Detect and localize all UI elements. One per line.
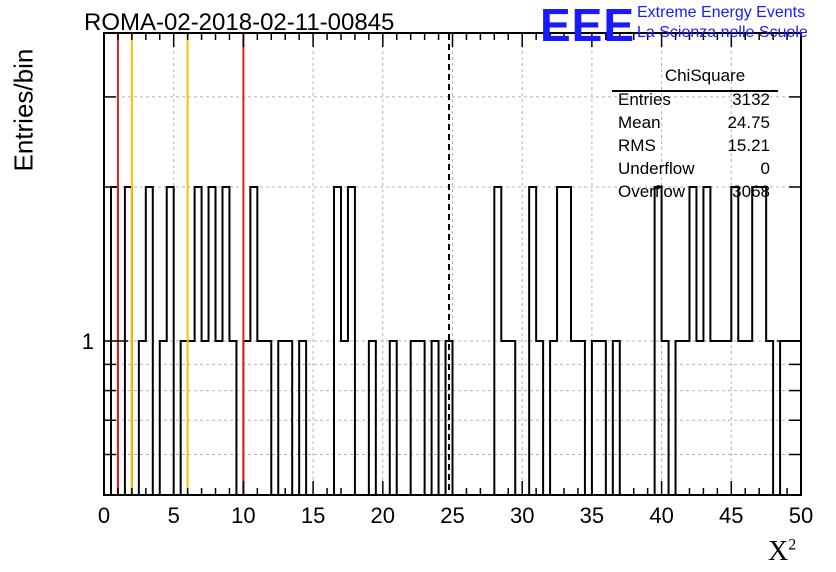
x-tick-label: 45	[719, 503, 743, 528]
x-tick-label: 20	[371, 503, 395, 528]
x-tick-label: 25	[440, 503, 464, 528]
stats-label: Overflow	[618, 182, 686, 201]
stats-row-underflow: Underflow 0	[612, 159, 790, 182]
stats-label: Entries	[618, 90, 671, 109]
x-tick-label: 0	[98, 503, 110, 528]
stats-label: RMS	[618, 136, 656, 155]
x-axis-label: X2	[768, 536, 796, 568]
x-tick-label: 40	[649, 503, 673, 528]
stats-value: 0	[760, 159, 770, 178]
y-axis-label: Entries/bin	[8, 48, 39, 172]
stats-value: 24.75	[727, 113, 770, 132]
stats-row-mean: Mean 24.75	[612, 113, 790, 136]
stats-row-overflow: Overflow 3068	[612, 182, 790, 205]
x-tick-label: 15	[301, 503, 325, 528]
chart-title: ROMA-02-2018-02-11-00845	[84, 9, 395, 36]
x-tick-label: 5	[168, 503, 180, 528]
logo-subtitle-line1: Extreme Energy Events	[637, 4, 806, 21]
stats-row-entries: Entries 3132	[612, 90, 790, 113]
stats-title-underline	[612, 90, 778, 92]
y-tick-label: 1	[82, 329, 94, 354]
eee-logo: EEE	[540, 0, 636, 51]
stats-value: 3068	[732, 182, 770, 201]
stats-title: ChiSquare	[664, 66, 746, 85]
x-axis-label-superscript: 2	[788, 536, 797, 554]
stats-label: Underflow	[618, 159, 695, 178]
x-tick-label: 35	[580, 503, 604, 528]
x-axis-label-base: X	[768, 536, 789, 567]
stats-box: ChiSquare Entries 3132 Mean 24.75 RMS 15.21…	[612, 66, 790, 205]
x-tick-label: 30	[510, 503, 534, 528]
x-tick-label: 10	[231, 503, 255, 528]
stats-value: 3132	[732, 90, 770, 109]
histogram-outline	[104, 186, 802, 496]
stats-label: Mean	[618, 113, 661, 132]
logo-subtitle-line2: La Scienza nelle Scuole	[637, 24, 808, 41]
x-tick-label: 50	[789, 503, 813, 528]
stats-row-rms: RMS 15.21	[612, 136, 790, 159]
stats-value: 15.21	[727, 136, 770, 155]
